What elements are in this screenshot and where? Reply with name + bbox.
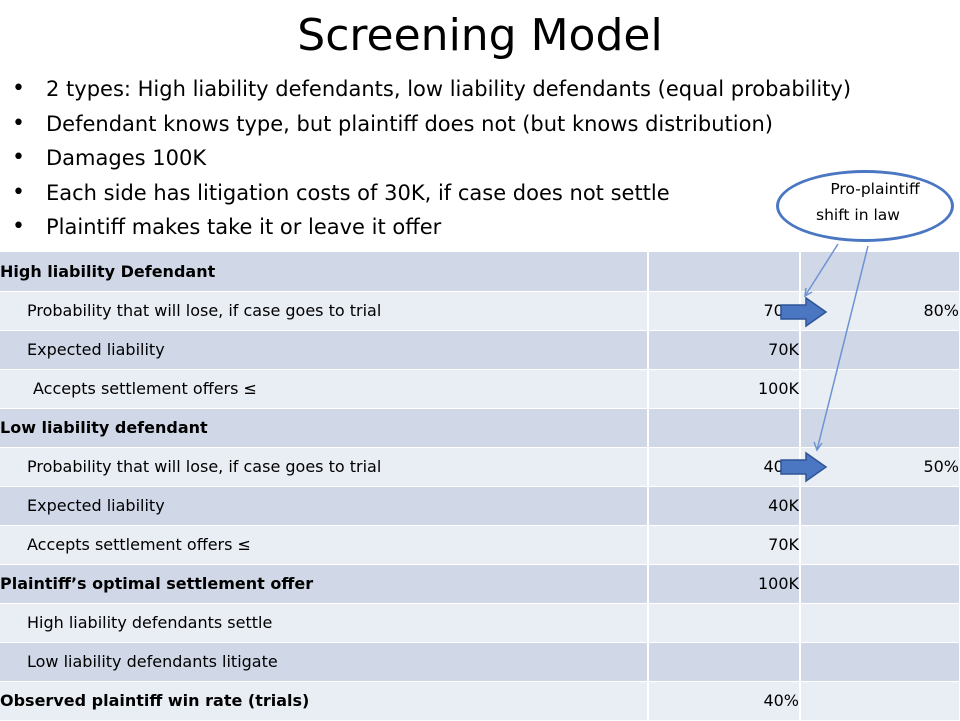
row-label: Expected liability	[0, 486, 649, 526]
table-row: Observed plaintiff win rate (trials) 40%	[0, 681, 960, 721]
table-row: Expected liability 70K	[0, 330, 960, 370]
row-label: High liability defendants settle	[0, 603, 649, 643]
row-new-value: 80%	[800, 291, 960, 331]
table-row: Probability that will lose, if case goes…	[0, 291, 960, 331]
row-new-value	[800, 525, 960, 565]
row-label: Probability that will lose, if case goes…	[0, 447, 649, 487]
row-new-value	[800, 330, 960, 370]
table-row: Expected liability 40K	[0, 486, 960, 526]
table-row: High liability defendants settle	[0, 603, 960, 643]
row-new-value	[800, 681, 960, 721]
row-new-value	[800, 252, 960, 292]
row-label: Accepts settlement offers ≤	[0, 369, 649, 409]
table-row: Accepts settlement offers ≤ 100K	[0, 369, 960, 409]
bullet-item: 2 types: High liability defendants, low …	[8, 72, 851, 107]
row-label: Expected liability	[0, 330, 649, 370]
row-value: 40K	[648, 486, 801, 526]
callout-line-1: Pro-plaintiff	[830, 180, 920, 198]
row-new-value	[800, 642, 960, 682]
bullet-item: Damages 100K	[8, 141, 851, 176]
row-value	[648, 252, 801, 292]
row-value	[648, 642, 801, 682]
row-value: 70K	[648, 330, 801, 370]
row-value	[648, 408, 801, 448]
row-value	[648, 603, 801, 643]
row-new-value	[800, 603, 960, 643]
row-label: Plaintiff’s optimal settlement offer	[0, 564, 649, 604]
row-new-value	[800, 486, 960, 526]
row-value: 70K	[648, 525, 801, 565]
row-label: Accepts settlement offers ≤	[0, 525, 649, 565]
row-new-value: 50%	[800, 447, 960, 487]
table-row: Low liability defendants litigate	[0, 642, 960, 682]
table-row: Low liability defendant	[0, 408, 960, 448]
bullet-item: Defendant knows type, but plaintiff does…	[8, 107, 851, 142]
table-row: Probability that will lose, if case goes…	[0, 447, 960, 487]
row-value: 100K	[648, 564, 801, 604]
table-row: High liability Defendant	[0, 252, 960, 292]
bullet-item: Plaintiff makes take it or leave it offe…	[8, 210, 851, 245]
bullet-item: Each side has litigation costs of 30K, i…	[8, 176, 851, 211]
row-value: 100K	[648, 369, 801, 409]
row-new-value	[800, 408, 960, 448]
row-value: 40%	[648, 447, 801, 487]
screening-table: High liability Defendant Probability tha…	[0, 252, 960, 721]
row-label: High liability Defendant	[0, 252, 649, 292]
callout-oval	[776, 170, 954, 242]
row-label: Observed plaintiff win rate (trials)	[0, 681, 649, 721]
row-value: 40%	[648, 681, 801, 721]
row-value: 70%	[648, 291, 801, 331]
row-label: Low liability defendants litigate	[0, 642, 649, 682]
row-label: Low liability defendant	[0, 408, 649, 448]
slide-title: Screening Model	[297, 10, 663, 61]
table-row: Plaintiff’s optimal settlement offer 100…	[0, 564, 960, 604]
row-new-value	[800, 369, 960, 409]
row-label: Probability that will lose, if case goes…	[0, 291, 649, 331]
row-new-value	[800, 564, 960, 604]
table-row: Accepts settlement offers ≤ 70K	[0, 525, 960, 565]
callout-line-2: shift in law	[816, 206, 900, 224]
bullet-list: 2 types: High liability defendants, low …	[8, 72, 851, 245]
callout-text: Pro-plaintiff shift in law	[800, 176, 950, 228]
